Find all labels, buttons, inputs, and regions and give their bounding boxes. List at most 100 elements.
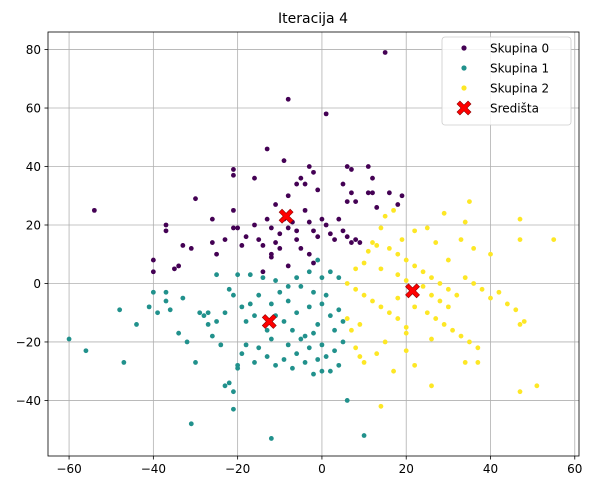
data-point (361, 260, 367, 266)
data-point (239, 243, 245, 248)
data-point (294, 181, 300, 187)
data-point (91, 207, 97, 213)
data-point (264, 146, 270, 152)
data-point (231, 389, 236, 395)
data-point (302, 207, 308, 213)
data-point (386, 310, 392, 316)
data-point (231, 172, 236, 178)
data-point (239, 351, 245, 357)
data-point (298, 336, 304, 342)
data-point (231, 207, 236, 213)
x-tick-label: 40 (483, 462, 498, 476)
data-point (319, 301, 325, 307)
data-point (433, 316, 439, 321)
data-point (462, 275, 468, 281)
data-point (395, 202, 401, 207)
data-point (315, 322, 321, 327)
y-tick-label: 60 (26, 102, 41, 116)
data-point (441, 322, 447, 327)
data-point (361, 292, 367, 298)
data-point (306, 304, 312, 310)
legend-label: Skupina 0 (490, 42, 549, 56)
data-point (319, 342, 325, 348)
data-point (357, 240, 363, 245)
data-point (260, 269, 266, 275)
data-point (285, 342, 291, 348)
data-point (349, 190, 354, 196)
data-point (121, 360, 127, 365)
y-tick-label: −20 (16, 335, 41, 349)
data-point (378, 225, 384, 231)
data-point (353, 199, 359, 205)
data-point (231, 406, 236, 412)
data-point (239, 304, 245, 310)
data-point (349, 240, 354, 245)
data-point (302, 181, 308, 187)
data-point (252, 222, 257, 228)
data-point (285, 284, 291, 289)
data-point (517, 389, 523, 395)
data-point (471, 281, 477, 286)
data-point (386, 190, 392, 196)
data-point (365, 164, 371, 169)
data-point (458, 333, 464, 339)
y-tick-label: −40 (16, 394, 41, 408)
data-point (340, 228, 346, 234)
data-point (433, 240, 439, 245)
data-point (134, 322, 139, 327)
data-point (504, 301, 510, 307)
data-point (306, 345, 312, 351)
x-tick-label: 60 (567, 462, 582, 476)
data-point (281, 158, 287, 164)
data-point (395, 272, 401, 278)
data-point (395, 316, 401, 321)
data-point (294, 310, 300, 316)
legend-centroid-marker (456, 100, 472, 116)
data-point (193, 196, 198, 202)
data-point (365, 248, 371, 254)
data-point (391, 368, 396, 374)
data-point (311, 289, 316, 295)
legend-marker (461, 85, 467, 91)
data-point (176, 330, 182, 336)
data-point (163, 289, 169, 295)
data-point (290, 365, 295, 371)
legend-label: Skupina 2 (490, 82, 549, 96)
data-point (180, 243, 186, 248)
data-point (395, 251, 401, 257)
data-point (462, 219, 468, 225)
data-point (327, 368, 333, 374)
data-point (323, 354, 329, 359)
data-point (450, 327, 455, 333)
data-point (235, 272, 241, 278)
data-point (268, 336, 274, 342)
data-point (311, 260, 316, 266)
data-point (399, 237, 405, 243)
data-point (294, 237, 300, 243)
data-point (197, 310, 203, 316)
data-point (247, 301, 253, 307)
data-point (150, 289, 156, 295)
data-point (412, 228, 418, 234)
data-point (403, 278, 409, 283)
data-point (378, 403, 384, 409)
data-point (167, 307, 173, 313)
data-point (386, 245, 392, 251)
data-point (395, 295, 401, 301)
data-point (243, 234, 249, 240)
data-point (319, 216, 325, 222)
data-point (403, 257, 409, 263)
plot-frame (47, 31, 580, 457)
data-points (66, 50, 557, 441)
data-point (214, 272, 219, 278)
data-point (201, 313, 207, 319)
data-point (323, 292, 329, 298)
legend: Skupina 0 Skupina 1 Skupina 2 Središta (441, 36, 572, 126)
data-point (517, 216, 523, 222)
data-point (243, 342, 249, 348)
data-point (336, 275, 342, 281)
data-point (209, 216, 215, 222)
data-point (344, 234, 350, 240)
data-point (214, 319, 219, 324)
data-point (327, 231, 333, 237)
